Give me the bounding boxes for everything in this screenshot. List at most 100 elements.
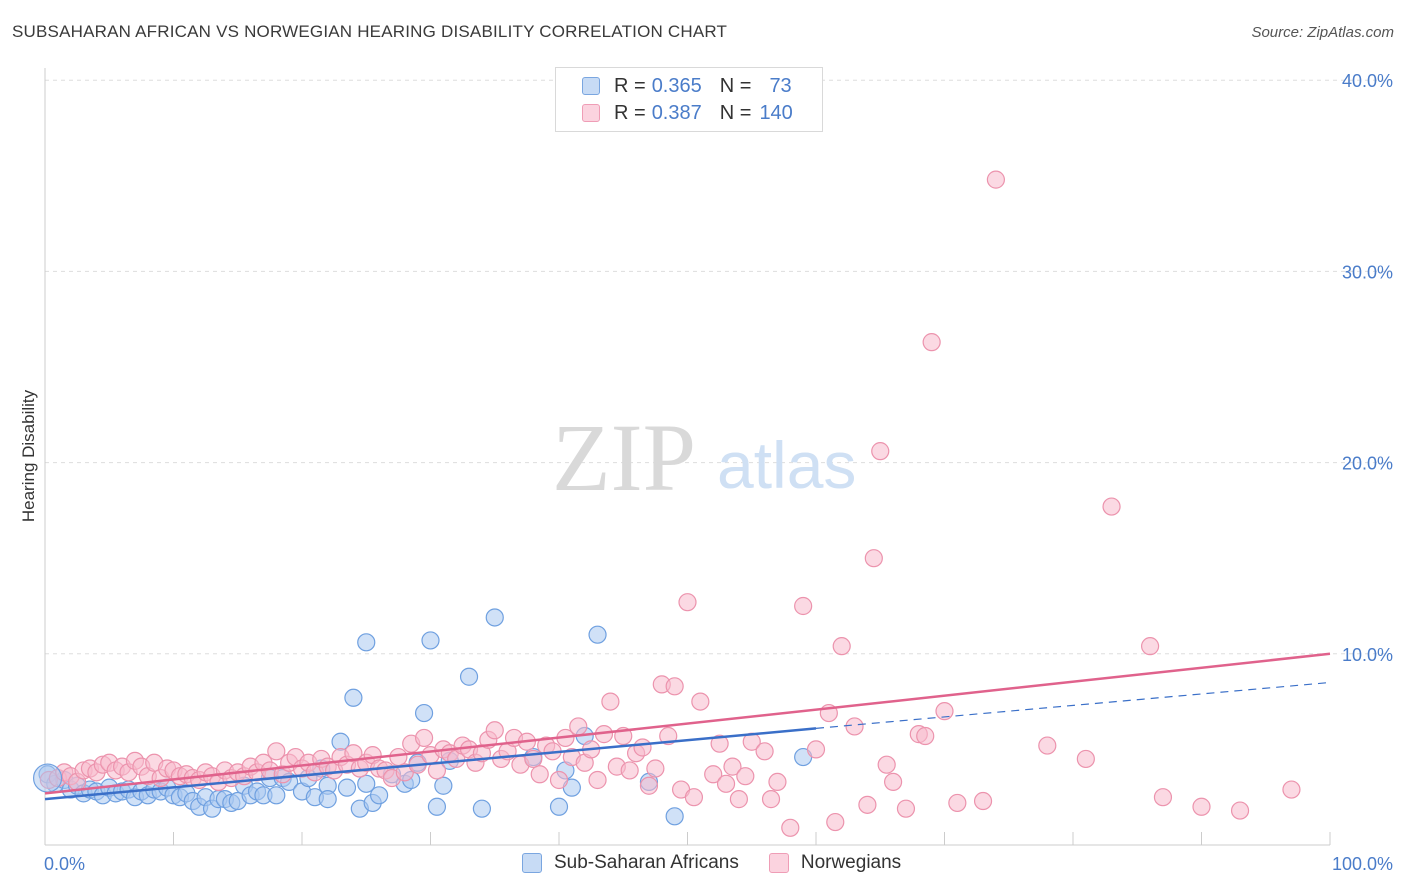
legend-n-value: 73: [769, 74, 792, 97]
data-point: [472, 799, 491, 818]
stats-legend: R = 0.365 N = 73 R = 0.387 N = 140: [555, 67, 823, 132]
grid-lines: [45, 79, 1390, 655]
legend-r-value: 0.365: [651, 74, 702, 97]
legend-swatch-blue: [522, 853, 542, 873]
data-point: [704, 765, 723, 784]
y-axis-label: Hearing Disability: [19, 389, 38, 522]
data-point: [723, 757, 742, 776]
data-point: [267, 786, 286, 805]
data-point: [588, 770, 607, 790]
data-point: [678, 593, 697, 612]
data-point: [459, 667, 479, 686]
data-point: [691, 692, 710, 711]
watermark-zip: ZIP: [552, 404, 696, 511]
legend-n-label: N =: [719, 101, 752, 124]
data-point: [1153, 788, 1173, 807]
legend-item-norwegians[interactable]: Norwegians: [768, 852, 902, 874]
data-point: [434, 776, 453, 795]
legend-swatch-pink: [768, 853, 789, 873]
data-point: [710, 734, 729, 753]
data-point: [639, 776, 659, 795]
data-point: [344, 688, 363, 707]
legend-n-value: 140: [759, 101, 793, 124]
cluster-point: [32, 763, 63, 793]
data-point: [569, 717, 588, 736]
data-point: [318, 790, 337, 809]
data-point: [633, 738, 652, 757]
data-point: [916, 726, 935, 746]
data-point: [1140, 637, 1160, 656]
data-point: [549, 770, 569, 790]
data-point: [781, 818, 800, 837]
data-point: [948, 793, 967, 813]
data-point: [858, 795, 877, 814]
data-point: [935, 702, 954, 721]
trend-line-norwegian: [44, 652, 1331, 795]
data-point: [665, 677, 684, 696]
data-point: [832, 637, 851, 656]
data-point: [620, 761, 639, 780]
y-tick-label: 40.0%: [1342, 71, 1393, 91]
data-point: [871, 442, 890, 461]
legend-row-norwegian: R = 0.387 N = 140: [582, 101, 793, 125]
data-point: [389, 747, 408, 767]
data-point: [549, 797, 569, 816]
legend-n-label: N =: [719, 74, 752, 97]
data-point: [414, 728, 434, 748]
legend-label: Norwegians: [800, 852, 902, 873]
data-point: [755, 742, 774, 761]
legend-label: Sub-Saharan Africans: [554, 852, 739, 873]
data-point: [845, 717, 864, 736]
x-tick-label: 0.0%: [44, 854, 85, 874]
data-point: [716, 774, 736, 793]
data-point: [344, 744, 363, 763]
data-point: [864, 549, 883, 568]
data-point: [665, 807, 684, 826]
data-point: [826, 812, 845, 832]
data-point: [485, 608, 504, 627]
data-point: [794, 596, 813, 616]
data-point: [370, 786, 389, 805]
legend-r-value: 0.387: [651, 101, 702, 124]
data-point: [427, 797, 447, 816]
data-point: [337, 778, 357, 797]
chart-title: SUBSAHARAN AFRICAN VS NORWEGIAN HEARING …: [12, 22, 728, 41]
data-point: [1076, 749, 1095, 769]
data-point: [768, 772, 787, 792]
data-point: [357, 633, 376, 652]
data-point: [421, 631, 440, 650]
source-label: Source: ZipAtlas.com: [1251, 24, 1394, 41]
legend-item-subsaharan[interactable]: Sub-Saharan Africans: [522, 852, 739, 874]
data-point: [761, 790, 781, 809]
trend-lines: [44, 652, 1331, 801]
legend-row-subsaharan: R = 0.365 N = 73: [582, 74, 792, 98]
data-point: [1102, 497, 1121, 516]
data-point: [659, 726, 678, 746]
data-point: [485, 721, 504, 740]
data-point: [736, 767, 755, 786]
data-point: [806, 740, 826, 759]
data-point: [601, 692, 620, 711]
data-point: [896, 799, 916, 818]
y-tick-label: 20.0%: [1342, 454, 1393, 474]
data-point: [1192, 797, 1211, 816]
y-tick-label: 30.0%: [1342, 262, 1393, 282]
data-point: [973, 791, 993, 811]
axes: [44, 68, 1331, 846]
data-point: [922, 333, 941, 352]
data-point: [729, 790, 749, 809]
x-tick-label: 100.0%: [1332, 854, 1393, 874]
legend-r-label: R =: [614, 101, 646, 124]
legend-r-label: R =: [614, 74, 646, 97]
data-point: [530, 765, 549, 784]
data-point: [1282, 780, 1301, 799]
data-point: [986, 170, 1006, 189]
legend-swatch-blue: [582, 77, 600, 95]
trend-line-subsaharan: [44, 727, 817, 801]
legend-swatch-pink: [582, 104, 600, 122]
data-point: [646, 759, 665, 778]
tick-labels: 10.0% 20.0% 30.0% 40.0% 0.0% 100.0%: [44, 71, 1393, 874]
data-point: [1230, 801, 1250, 820]
trend-extension-subsaharan: [815, 681, 1331, 729]
